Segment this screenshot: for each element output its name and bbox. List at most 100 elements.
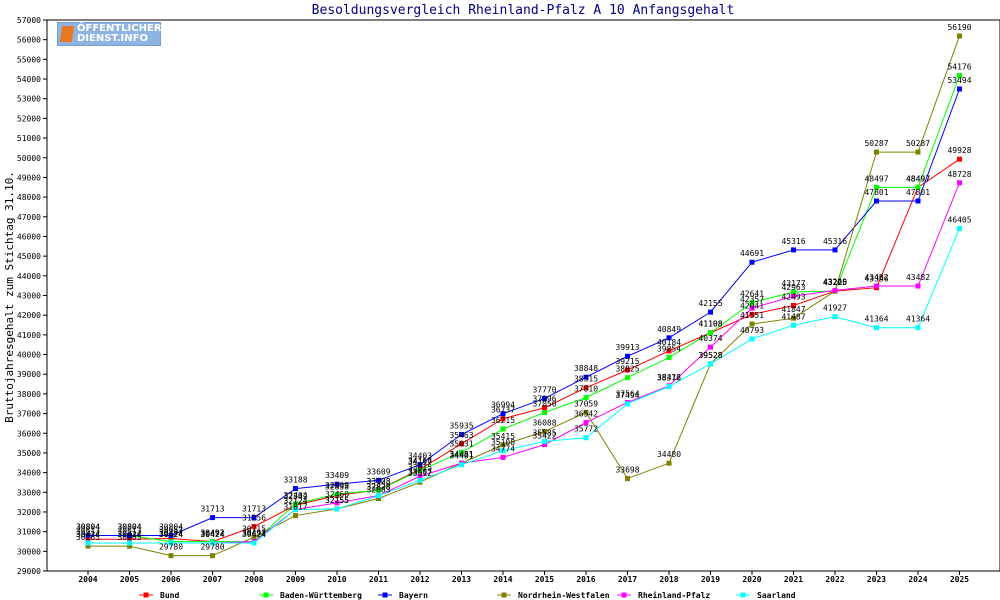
data-label: 30804 [76, 522, 100, 531]
y-tick-label: 37000 [17, 410, 41, 419]
data-label: 43225 [823, 278, 847, 287]
data-label: 30492 [159, 529, 183, 538]
data-point [957, 73, 962, 79]
data-point [749, 305, 755, 311]
data-label: 50287 [906, 139, 930, 148]
data-label: 34481 [449, 450, 473, 459]
data-point [85, 540, 91, 546]
y-tick-label: 48000 [17, 193, 41, 202]
x-tick-label: 2017 [618, 575, 637, 584]
x-tick-label: 2005 [120, 575, 139, 584]
data-point [251, 524, 257, 530]
data-label: 47801 [906, 188, 930, 197]
x-tick-label: 2023 [867, 575, 886, 584]
data-point [168, 553, 174, 559]
y-tick-label: 53000 [17, 95, 41, 104]
data-label: 37564 [615, 389, 639, 398]
logo-line-2: DIENST.INFO [77, 33, 148, 44]
data-label: 30424 [159, 530, 183, 539]
data-label: 48497 [906, 174, 930, 183]
legend-label: Baden-Württemberg [280, 591, 362, 600]
legend-label: Bund [160, 591, 179, 600]
legend-label: Nordrhein-Westfalen [518, 590, 610, 600]
data-point [791, 302, 796, 308]
data-point [542, 395, 547, 401]
data-point [251, 534, 257, 540]
data-label: 30804 [117, 522, 141, 531]
data-point [417, 477, 423, 483]
data-label: 42493 [781, 292, 805, 301]
y-tick-label: 45000 [17, 252, 41, 261]
logo-line-1: ÖFFENTLICHER [77, 23, 162, 34]
data-label: 30804 [117, 522, 141, 531]
x-tick-label: 2025 [950, 575, 969, 584]
data-point [251, 540, 257, 546]
data-point [293, 513, 298, 519]
data-point [251, 515, 257, 521]
data-label: 40849 [657, 325, 681, 334]
data-point [666, 335, 672, 341]
data-label: 32124 [283, 497, 307, 506]
data-label: 43225 [823, 278, 847, 287]
data-point [832, 314, 838, 320]
y-tick-label: 52000 [17, 114, 41, 123]
y-tick-label: 57000 [17, 16, 41, 25]
data-label: 56190 [947, 23, 971, 32]
series-line [88, 75, 960, 543]
data-point [500, 426, 506, 432]
series-line [88, 158, 960, 543]
data-label: 30424 [76, 530, 100, 539]
data-label: 39528 [698, 351, 722, 360]
data-label: 41847 [781, 305, 805, 314]
data-point [583, 395, 589, 401]
data-label: 30265 [117, 533, 141, 542]
data-label: 34166 [408, 456, 432, 465]
data-label: 38315 [574, 375, 598, 384]
legend-marker [382, 592, 388, 598]
data-label: 32909 [325, 481, 349, 490]
data-label: 33609 [366, 467, 390, 476]
data-label: 36994 [491, 401, 515, 410]
data-point [293, 486, 298, 492]
data-label: 37296 [532, 395, 556, 404]
data-point [542, 438, 547, 444]
data-label: 41487 [781, 312, 805, 321]
data-label: 29780 [200, 543, 224, 552]
data-point [85, 532, 91, 538]
x-tick-label: 2024 [908, 575, 927, 584]
data-point [85, 543, 91, 549]
data-label: 41108 [698, 320, 722, 329]
data-point [459, 432, 464, 438]
x-tick-label: 2009 [286, 575, 305, 584]
data-point [708, 330, 713, 336]
data-label: 33815 [408, 463, 432, 472]
data-label: 34403 [408, 452, 432, 461]
data-label: 41927 [823, 304, 847, 313]
data-label: 34481 [449, 450, 473, 459]
data-label: 47801 [864, 188, 888, 197]
data-label: 30492 [200, 529, 224, 538]
data-label: 38412 [657, 373, 681, 382]
data-point [127, 543, 132, 549]
legend-label: Rheinland-Pfalz [638, 590, 710, 600]
data-point [334, 500, 340, 506]
data-label: 38825 [615, 365, 639, 374]
y-tick-label: 35000 [17, 449, 41, 458]
x-tick-label: 2014 [493, 575, 512, 584]
y-tick-label: 41000 [17, 331, 41, 340]
data-label: 38848 [574, 364, 598, 373]
data-point [832, 247, 838, 253]
data-label: 39528 [698, 351, 722, 360]
data-point [542, 405, 547, 411]
site-logo[interactable]: ÖFFENTLICHER DIENST.INFO [57, 22, 162, 46]
x-tick-label: 2006 [161, 575, 180, 584]
data-point [915, 149, 921, 155]
data-point [293, 507, 298, 513]
legend-marker [621, 592, 627, 598]
data-label: 29780 [159, 543, 183, 552]
data-label: 30491 [242, 529, 266, 538]
y-tick-label: 56000 [17, 36, 41, 45]
data-point [915, 283, 921, 289]
legend-marker [143, 592, 149, 598]
